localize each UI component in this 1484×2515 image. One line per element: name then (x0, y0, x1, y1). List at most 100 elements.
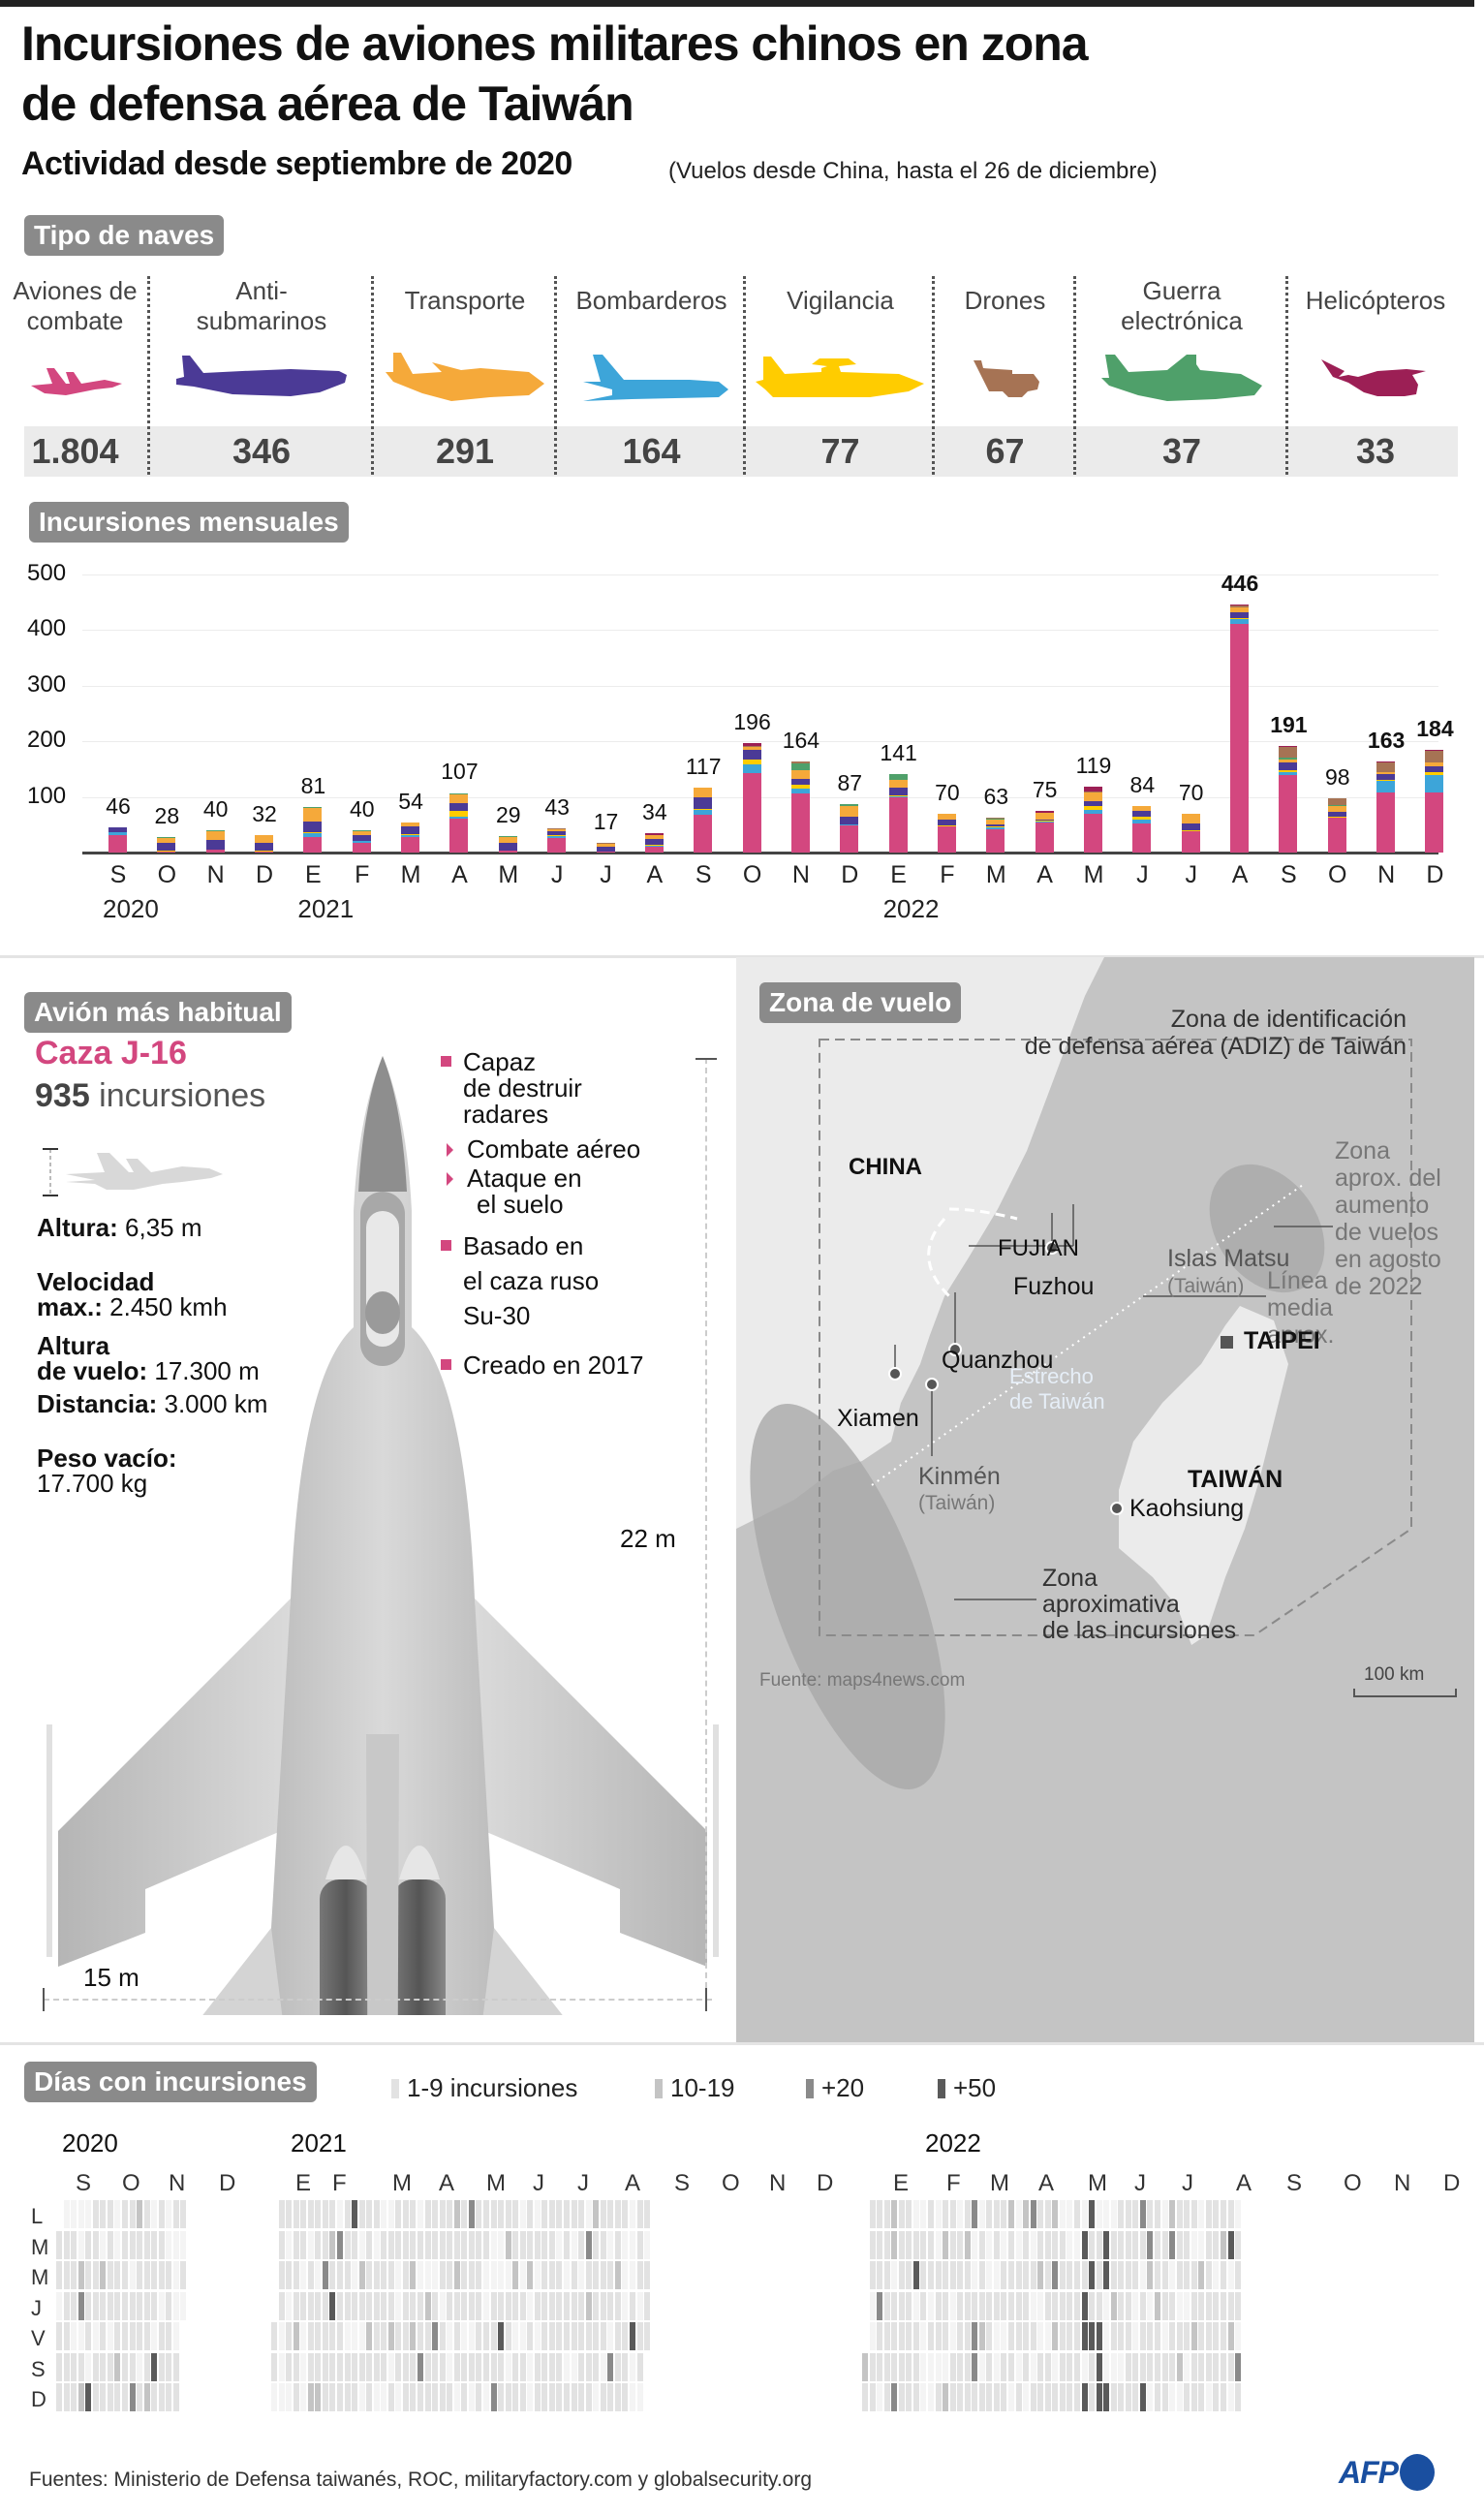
feature-line: radares (441, 1102, 582, 1128)
calendar-day-cell (158, 2383, 166, 2411)
calendar-day-cell (143, 2261, 151, 2289)
calendar-day-cell (453, 2291, 461, 2320)
calendar-day-cell (607, 2352, 615, 2381)
bar-segment (1279, 762, 1298, 771)
calendar-day-cell (1023, 2322, 1031, 2350)
calendar-day-cell (56, 2230, 63, 2259)
bar-segment (449, 793, 469, 794)
spec-key: Altura (37, 1331, 110, 1360)
calendar-day-cell (410, 2291, 417, 2320)
calendar-day-cell (883, 2230, 891, 2259)
calendar-day-cell (1139, 2383, 1147, 2411)
calendar-day-cell (1052, 2261, 1060, 2289)
calendar-day-cell (541, 2261, 549, 2289)
calendar-year-label: 2021 (291, 2128, 347, 2158)
label-taiwan: TAIWÁN (1188, 1466, 1283, 1493)
feature-text: de destruir (463, 1073, 582, 1102)
calendar-day-cell (107, 2261, 114, 2289)
section-divider (0, 955, 1484, 958)
calendar-day-cell (315, 2352, 323, 2381)
calendar-day-cell (505, 2352, 512, 2381)
bar-segment (1230, 623, 1250, 853)
calendar-day-cell (541, 2230, 549, 2259)
calendar-day-cell (151, 2291, 159, 2320)
calendar-day-cell (1220, 2200, 1227, 2228)
calendar-day-cell (1096, 2352, 1103, 2381)
calendar-day-cell (107, 2352, 114, 2381)
calendar-day-cell (607, 2291, 615, 2320)
calendar-day-cell (366, 2230, 374, 2259)
calendar-day-cell (271, 2352, 278, 2381)
calendar-day-cell (1030, 2383, 1037, 2411)
bar-segment (1132, 810, 1152, 818)
x-axis-year-label: 2021 (297, 894, 355, 923)
calendar-day-cell (906, 2322, 913, 2350)
calendar-day-cell (358, 2383, 366, 2411)
bar-segment (352, 831, 371, 835)
calendar-day-cell (869, 2291, 877, 2320)
calendar-day-cell (476, 2322, 483, 2350)
bar-segment (449, 816, 469, 819)
calendar-day-cell (490, 2291, 498, 2320)
bar-segment (937, 825, 956, 853)
aircraft-type-count: 346 (232, 431, 292, 471)
pink-square-icon (441, 1056, 451, 1067)
calendar-day-cell (585, 2261, 593, 2289)
bar-segment (1230, 617, 1250, 620)
calendar-day-cell (278, 2230, 286, 2259)
calendar-day-cell (166, 2200, 173, 2228)
label-line: Anti- (235, 276, 288, 305)
calendar-day-cell (1190, 2261, 1198, 2289)
stacked-bar (108, 826, 127, 853)
bar-segment (1279, 746, 1298, 747)
calendar-day-cell (1198, 2383, 1206, 2411)
calendar-day-cell (1139, 2230, 1147, 2259)
calendar-day-cell (1067, 2322, 1074, 2350)
calendar-day-cell (137, 2322, 144, 2350)
length-dimension-tick (696, 1058, 717, 1060)
calendar-day-cell (417, 2230, 424, 2259)
label-fujian: FUJIAN (998, 1235, 1079, 1261)
calendar-day-cell (286, 2322, 294, 2350)
aircraft-type-label-text: Anti-submarinos (197, 276, 326, 336)
calendar-day-cell (1125, 2200, 1132, 2228)
calendar-day-cell (395, 2322, 403, 2350)
calendar-day-cell (993, 2352, 1001, 2381)
label-line: submarinos (196, 306, 327, 335)
label-line: Transporte (404, 286, 526, 315)
calendar-day-cell (158, 2352, 166, 2381)
bar-segment (1035, 810, 1054, 813)
calendar-day-cell (381, 2352, 388, 2381)
calendar-day-cell (534, 2383, 541, 2411)
calendar-day-cell (432, 2230, 440, 2259)
weekday-label: M (31, 2234, 49, 2259)
aircraft-type-column: Drones 67 (935, 276, 1075, 478)
bar-segment (1181, 830, 1200, 832)
calendar-day-cell (1220, 2261, 1227, 2289)
bar-segment (742, 763, 761, 773)
calendar-day-cell (585, 2291, 593, 2320)
calendar-day-cell (571, 2352, 578, 2381)
bar-segment (644, 834, 664, 840)
bar-segment (694, 788, 713, 797)
calendar-day-cell (85, 2291, 93, 2320)
bar-total-label: 75 (1032, 776, 1058, 802)
calendar-day-cell (571, 2291, 578, 2320)
calendar-day-cell (993, 2230, 1001, 2259)
calendar-day-cell (622, 2322, 630, 2350)
calendar-day-cell (121, 2383, 129, 2411)
legend-label: 1-9 incursiones (407, 2073, 578, 2102)
calendar-day-cell (373, 2291, 381, 2320)
calendar-day-cell (114, 2352, 122, 2381)
map-geography (736, 957, 1457, 1789)
calendar-day-cell (498, 2383, 506, 2411)
calendar-day-cell (1073, 2352, 1081, 2381)
calendar-day-cell (1227, 2322, 1235, 2350)
calendar-month-label: S (76, 2170, 92, 2196)
calendar-day-cell (1155, 2200, 1161, 2228)
calendar-day-cell (278, 2383, 286, 2411)
calendar-day-cell (77, 2261, 85, 2289)
calendar-day-cell (1213, 2291, 1221, 2320)
calendar-day-cell (373, 2261, 381, 2289)
calendar-day-cell (1205, 2383, 1213, 2411)
